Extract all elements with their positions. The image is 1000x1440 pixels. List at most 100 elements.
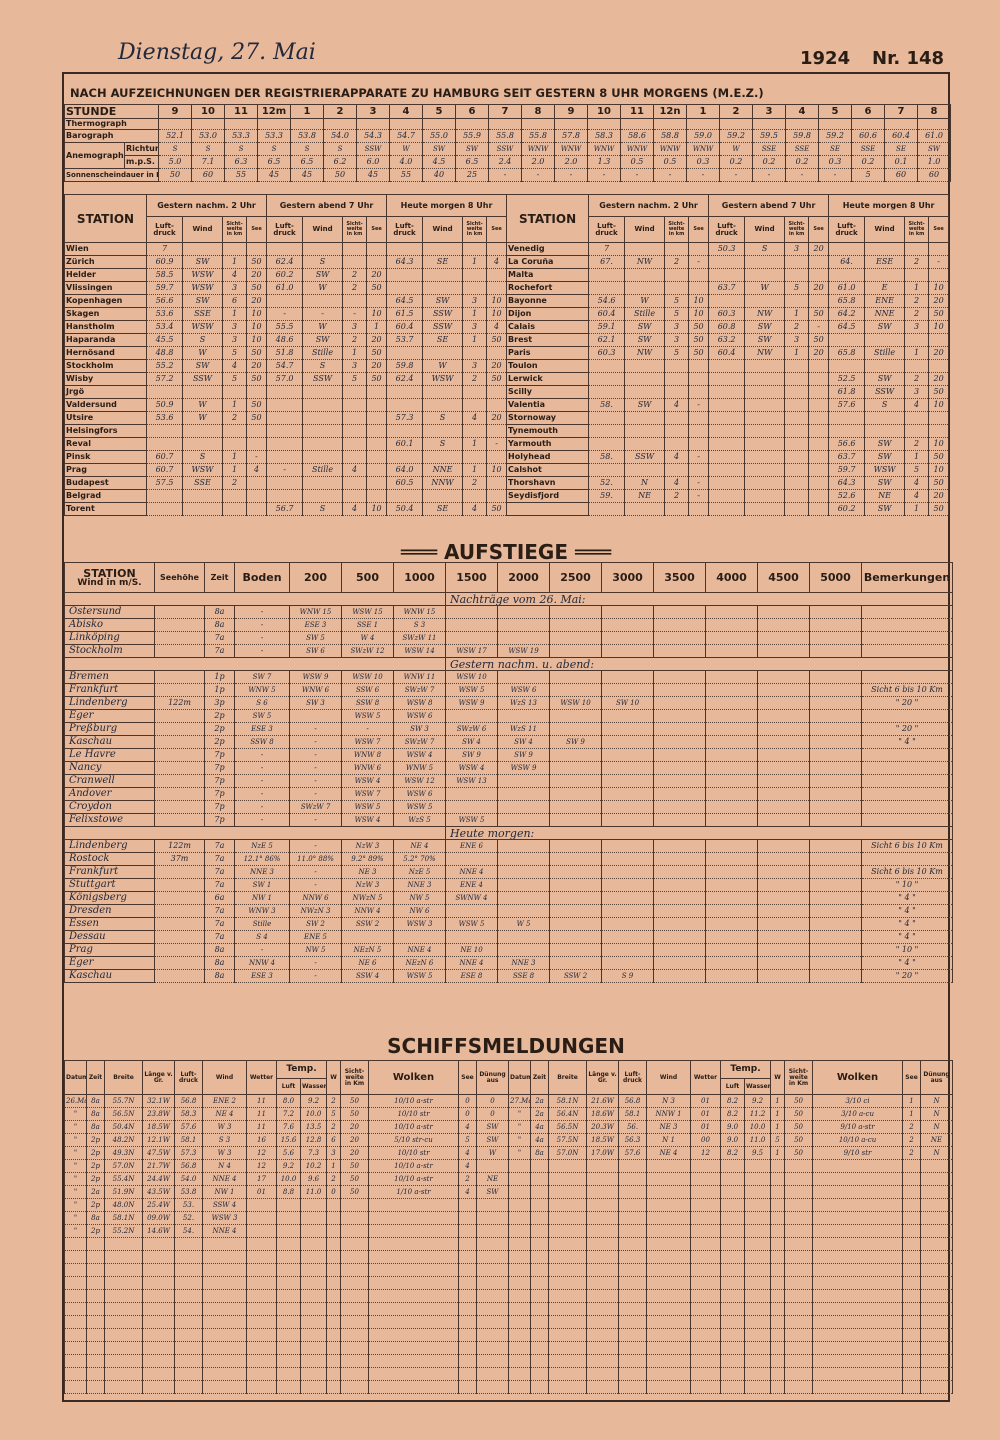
value: [476, 1250, 510, 1264]
value: [549, 878, 602, 892]
station-name: Zürich: [64, 255, 147, 269]
value: [708, 502, 746, 516]
header: Wetter: [690, 1060, 722, 1095]
value: [508, 1198, 532, 1212]
value: [245, 385, 268, 399]
value: [664, 242, 690, 256]
value: [146, 437, 183, 451]
value: [245, 437, 268, 451]
value: [104, 1276, 143, 1290]
value: 6.2: [323, 155, 357, 169]
value: 50: [784, 1107, 814, 1121]
value: [653, 605, 706, 619]
value: [688, 359, 710, 373]
value: ": [508, 1133, 532, 1147]
value: [486, 476, 508, 490]
header: Luft-druck: [174, 1060, 203, 1095]
value: 7: [146, 242, 183, 256]
value: [222, 437, 247, 451]
value: N: [920, 1107, 954, 1121]
value: [104, 1367, 143, 1381]
station-name: Tynemouth: [506, 424, 590, 438]
header: Seehöhe: [154, 562, 205, 593]
value: [340, 1224, 370, 1238]
value: [812, 1263, 904, 1277]
value: 50: [245, 372, 268, 386]
value: [720, 1289, 746, 1303]
value: 20.3W: [586, 1120, 620, 1134]
station-name: Dijon: [506, 307, 590, 321]
value: NzW 3: [341, 878, 394, 892]
value: 0: [476, 1107, 510, 1121]
value: WSW 10: [341, 670, 394, 684]
value: [618, 1224, 648, 1238]
value: 7.3: [299, 1146, 328, 1160]
value: [549, 904, 602, 918]
value: SWzW 7: [289, 800, 342, 814]
value: 59.8: [785, 129, 819, 143]
value: [289, 709, 342, 723]
value: ": [64, 1133, 87, 1147]
value: S 9: [601, 969, 654, 983]
value: [784, 1315, 814, 1329]
value: [246, 1237, 277, 1251]
value: [222, 489, 247, 503]
value: [784, 1198, 814, 1212]
value: [653, 917, 706, 931]
value: [646, 1315, 692, 1329]
value: 2: [904, 437, 930, 451]
value: 63.7: [708, 281, 746, 295]
value: [299, 1224, 328, 1238]
value: [202, 1289, 247, 1303]
value: Stille: [864, 346, 906, 360]
value: 7p: [204, 800, 235, 814]
value: 3: [904, 385, 930, 399]
value: [326, 1250, 342, 1264]
value: [154, 761, 205, 775]
value: 01: [690, 1120, 722, 1134]
value: [202, 1263, 247, 1277]
sub-header: Sicht-weite in km: [462, 216, 488, 243]
value: S: [257, 142, 291, 156]
note: Heute morgen:: [445, 826, 953, 840]
value: [784, 372, 810, 386]
value: ": [508, 1146, 532, 1160]
value: [920, 1354, 954, 1368]
value: [809, 618, 862, 632]
value: [720, 1250, 746, 1264]
cell: [587, 118, 621, 130]
value: [808, 255, 830, 269]
value: [588, 424, 626, 438]
value: 2.0: [554, 155, 588, 169]
value: [618, 1172, 648, 1186]
value: [549, 722, 602, 736]
date: Dienstag, 27. Mai: [118, 40, 316, 65]
value: [757, 956, 810, 970]
value: [154, 865, 205, 879]
value: 1: [222, 450, 247, 464]
value: SW 3: [393, 722, 446, 736]
value: [326, 1315, 342, 1329]
station-name: Lindenberg: [64, 696, 155, 710]
value: [664, 411, 690, 425]
cell: [554, 118, 588, 130]
value: [548, 1328, 588, 1342]
value: [476, 1198, 510, 1212]
value: WNW 6: [341, 761, 394, 775]
value: [462, 424, 488, 438]
value: [486, 281, 508, 295]
value: WSW: [182, 281, 223, 295]
value: [549, 865, 602, 879]
value: NNE 4: [445, 865, 498, 879]
value: [720, 1302, 746, 1316]
value: [624, 242, 666, 256]
value: [601, 683, 654, 697]
value: 60: [884, 168, 918, 182]
value: [142, 1263, 175, 1277]
value: 57.0: [266, 372, 304, 386]
value: [653, 904, 706, 918]
value: 24.4W: [142, 1172, 175, 1186]
value: 25.4W: [142, 1198, 175, 1212]
value: [809, 839, 862, 853]
value: [588, 268, 626, 282]
